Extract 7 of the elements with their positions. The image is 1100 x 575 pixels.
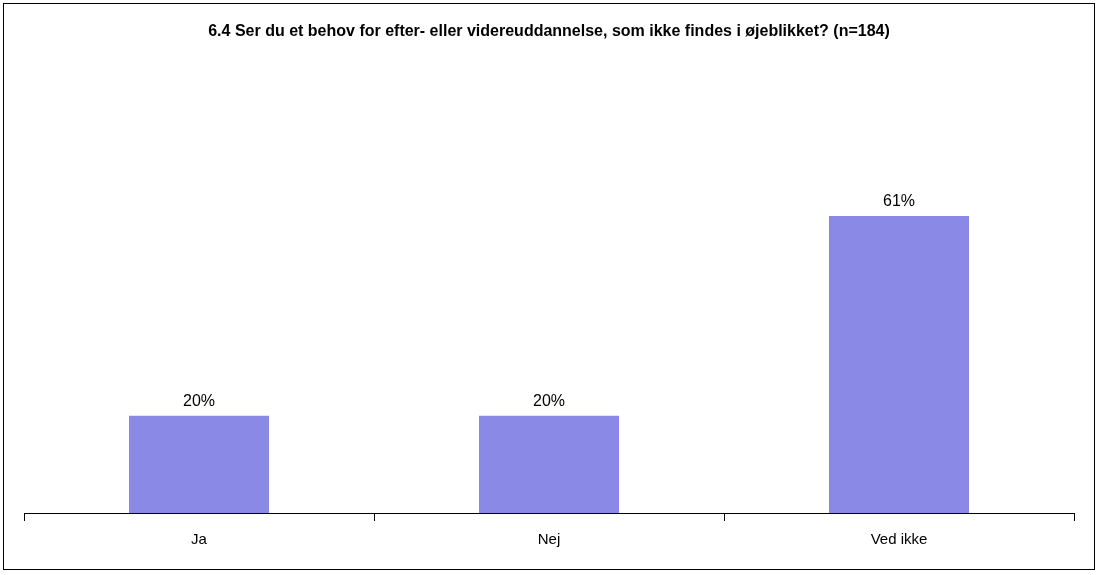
- x-tick-label: Nej: [537, 530, 561, 548]
- chart-title: 6.4 Ser du et behov for efter- eller videreuddannelse, som ikke findes i øjeblikket? (n=184): [208, 22, 890, 40]
- data-label: 20%: [532, 392, 566, 410]
- data-label: 61%: [882, 192, 916, 210]
- x-tick-label: Ved ikke: [870, 530, 928, 548]
- x-tick-label: Ja: [191, 530, 208, 548]
- data-label: 20%: [182, 392, 216, 410]
